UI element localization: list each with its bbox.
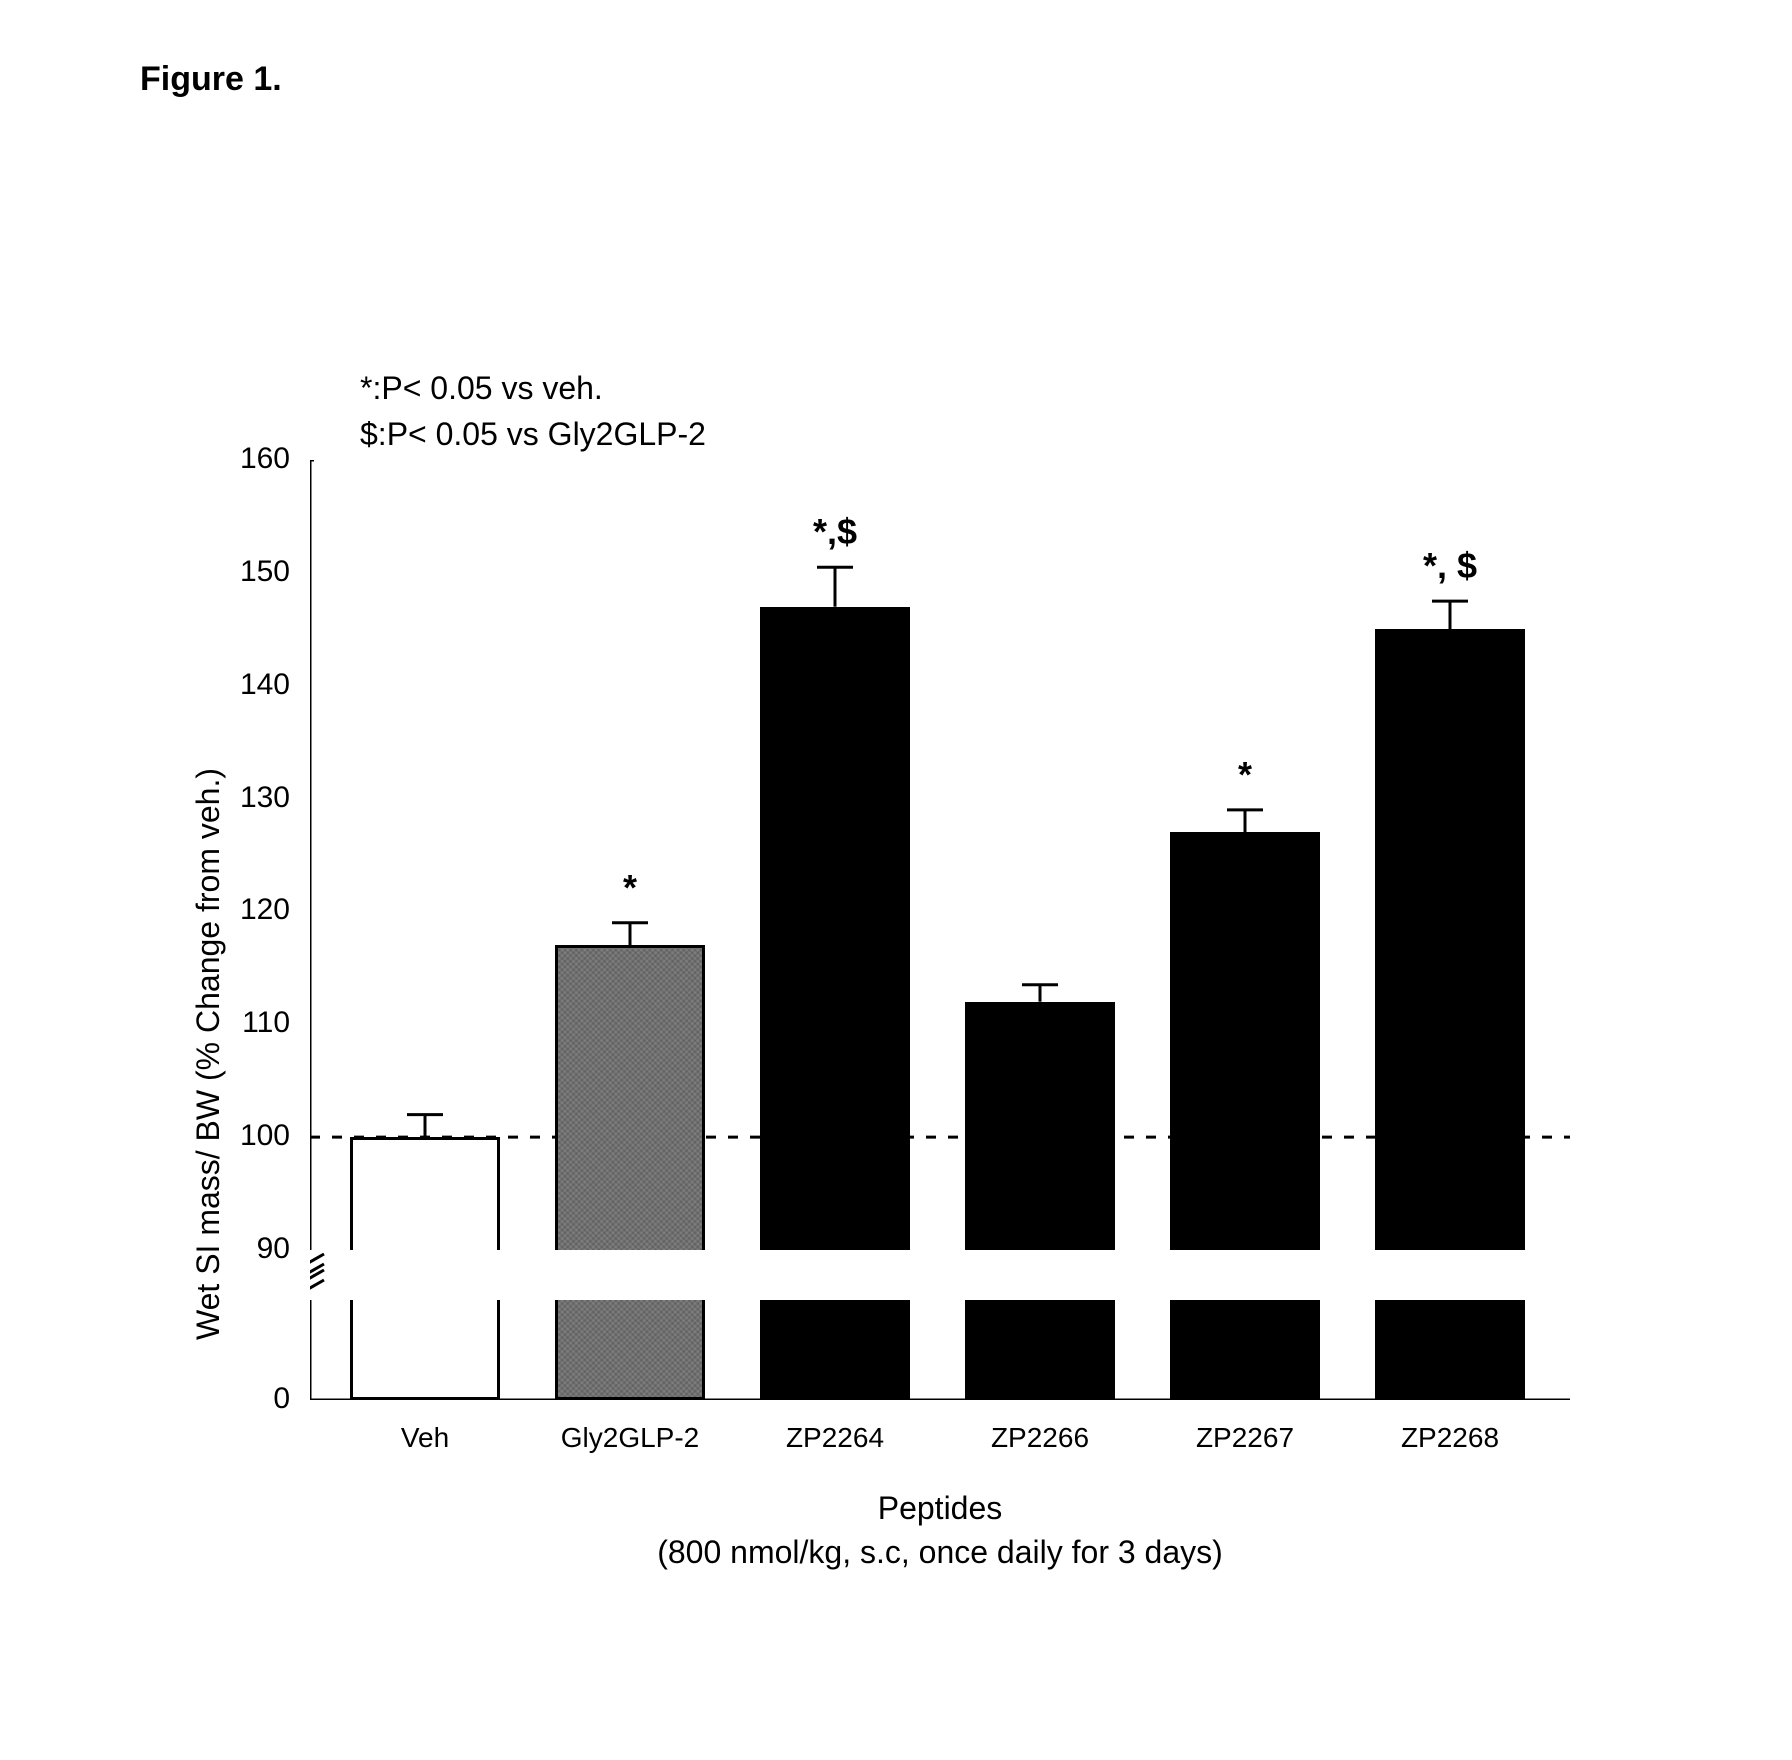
- category-label: Veh: [320, 1422, 530, 1454]
- y-tick-label: 0: [220, 1382, 290, 1416]
- y-tick-label: 120: [220, 893, 290, 927]
- category-label: ZP2264: [730, 1422, 940, 1454]
- y-tick-label: 160: [220, 442, 290, 476]
- stat-note-1: *:P< 0.05 vs veh.: [360, 370, 603, 407]
- bar-break-gap: [1168, 1250, 1322, 1300]
- significance-marker: *, $: [1355, 545, 1545, 587]
- x-axis-label-2: (800 nmol/kg, s.c, once daily for 3 days…: [540, 1534, 1340, 1571]
- stat-note-2: $:P< 0.05 vs Gly2GLP-2: [360, 416, 706, 453]
- y-tick-label: 90: [220, 1232, 290, 1266]
- y-tick-label: 110: [220, 1006, 290, 1040]
- category-label: ZP2268: [1345, 1422, 1555, 1454]
- category-label: Gly2GLP-2: [525, 1422, 735, 1454]
- figure-title: Figure 1.: [140, 60, 282, 99]
- page: { "figure": { "title": "Figure 1.", "tit…: [0, 0, 1792, 1760]
- bar-break-gap: [1373, 1250, 1527, 1300]
- bar: [555, 945, 705, 1400]
- y-tick-label: 100: [220, 1119, 290, 1153]
- significance-marker: *: [535, 867, 725, 909]
- category-label: ZP2266: [935, 1422, 1145, 1454]
- bar-break-gap: [963, 1250, 1117, 1300]
- bar-chart: 090100110120130140150160Veh*Gly2GLP-2*,$…: [310, 460, 1570, 1400]
- category-label: ZP2267: [1140, 1422, 1350, 1454]
- y-tick-label: 130: [220, 781, 290, 815]
- significance-marker: *: [1150, 754, 1340, 796]
- bar-break-gap: [348, 1250, 502, 1300]
- bar: [965, 1002, 1115, 1400]
- x-axis-label-1: Peptides: [540, 1490, 1340, 1527]
- bar-break-gap: [758, 1250, 912, 1300]
- y-tick-label: 140: [220, 668, 290, 702]
- bar: [1170, 832, 1320, 1400]
- y-tick-label: 150: [220, 555, 290, 589]
- bar-break-gap: [553, 1250, 707, 1300]
- significance-marker: *,$: [740, 511, 930, 553]
